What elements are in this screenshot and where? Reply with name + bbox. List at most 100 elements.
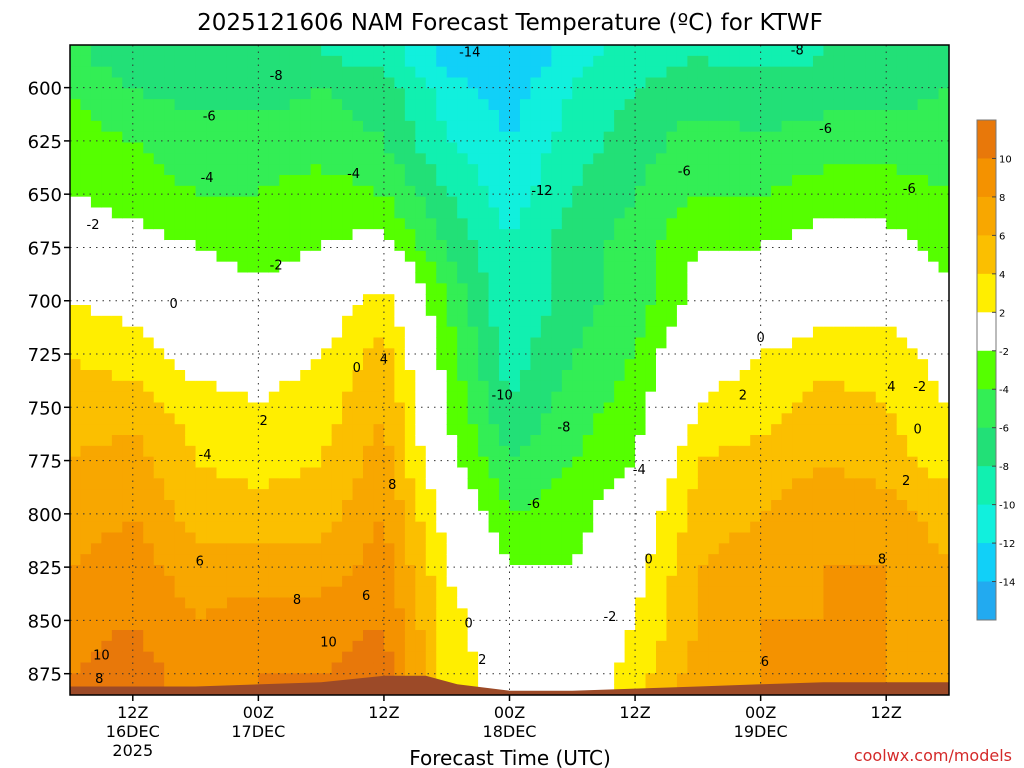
temperature-cell bbox=[823, 77, 835, 89]
temperature-cell bbox=[446, 218, 458, 230]
temperature-cell bbox=[739, 153, 751, 165]
temperature-cell bbox=[80, 489, 92, 501]
temperature-cell bbox=[854, 283, 866, 295]
temperature-cell bbox=[478, 153, 490, 165]
temperature-cell bbox=[593, 554, 605, 566]
temperature-cell bbox=[718, 554, 730, 566]
temperature-cell bbox=[697, 597, 709, 609]
temperature-cell bbox=[363, 467, 375, 479]
temperature-cell bbox=[886, 294, 898, 306]
temperature-cell bbox=[844, 586, 856, 599]
temperature-cell bbox=[530, 77, 542, 89]
temperature-cell bbox=[917, 45, 929, 57]
temperature-cell bbox=[561, 185, 573, 198]
temperature-cell bbox=[561, 305, 573, 317]
temperature-cell bbox=[750, 435, 762, 447]
temperature-cell bbox=[519, 131, 532, 144]
temperature-cell bbox=[226, 77, 239, 89]
temperature-cell bbox=[342, 456, 354, 469]
temperature-cell bbox=[289, 250, 301, 263]
temperature-cell bbox=[310, 630, 322, 642]
temperature-cell bbox=[446, 619, 458, 631]
temperature-cell bbox=[436, 619, 448, 631]
temperature-cell bbox=[153, 445, 165, 458]
temperature-cell bbox=[143, 651, 155, 664]
temperature-cell bbox=[812, 110, 825, 122]
temperature-cell bbox=[530, 229, 542, 241]
temperature-cell bbox=[530, 305, 542, 317]
temperature-cell bbox=[164, 120, 176, 133]
temperature-cell bbox=[279, 640, 291, 653]
temperature-cell bbox=[425, 175, 437, 187]
temperature-cell bbox=[258, 489, 270, 501]
temperature-cell bbox=[153, 99, 165, 111]
temperature-cell bbox=[875, 88, 887, 100]
temperature-cell bbox=[143, 500, 155, 512]
temperature-cell bbox=[342, 673, 354, 685]
temperature-cell bbox=[122, 55, 134, 68]
temperature-cell bbox=[603, 326, 615, 339]
temperature-cell bbox=[279, 261, 291, 274]
temperature-cell bbox=[676, 640, 688, 653]
temperature-cell bbox=[268, 164, 280, 176]
temperature-cell bbox=[917, 77, 929, 89]
temperature-cell bbox=[833, 489, 845, 501]
temperature-cell bbox=[446, 662, 458, 674]
temperature-cell bbox=[174, 575, 186, 588]
temperature-cell bbox=[226, 608, 239, 620]
temperature-cell bbox=[80, 142, 92, 154]
temperature-cell bbox=[394, 532, 406, 544]
temperature-cell bbox=[530, 185, 542, 198]
temperature-cell bbox=[823, 662, 835, 674]
temperature-cell bbox=[394, 88, 406, 100]
temperature-cell bbox=[603, 608, 615, 620]
temperature-cell bbox=[666, 294, 678, 306]
temperature-cell bbox=[896, 229, 908, 241]
temperature-cell bbox=[174, 435, 186, 447]
temperature-cell bbox=[132, 521, 144, 534]
temperature-cell bbox=[792, 673, 804, 685]
temperature-cell bbox=[603, 489, 615, 501]
temperature-cell bbox=[300, 435, 312, 447]
temperature-cell bbox=[363, 45, 375, 57]
temperature-cell bbox=[132, 630, 144, 642]
temperature-cell bbox=[603, 662, 615, 674]
temperature-cell bbox=[237, 326, 249, 339]
temperature-cell bbox=[321, 207, 333, 219]
temperature-cell bbox=[614, 45, 626, 57]
temperature-cell bbox=[436, 305, 448, 317]
temperature-cell bbox=[143, 88, 155, 100]
temperature-cell bbox=[268, 640, 280, 653]
temperature-cell bbox=[310, 424, 322, 436]
temperature-cell bbox=[624, 196, 636, 209]
temperature-cell bbox=[300, 640, 312, 653]
temperature-cell bbox=[258, 424, 270, 436]
temperature-cell bbox=[153, 359, 165, 371]
temperature-cell bbox=[394, 250, 406, 263]
temperature-cell bbox=[289, 478, 301, 490]
temperature-cell bbox=[122, 640, 134, 653]
temperature-cell bbox=[624, 391, 636, 404]
temperature-cell bbox=[101, 597, 113, 609]
temperature-cell bbox=[404, 66, 416, 79]
temperature-cell bbox=[823, 413, 835, 425]
temperature-cell bbox=[111, 196, 123, 209]
temperature-cell bbox=[404, 305, 416, 317]
temperature-cell bbox=[394, 554, 406, 566]
temperature-cell bbox=[80, 131, 92, 144]
temperature-cell bbox=[143, 575, 155, 588]
temperature-cell bbox=[488, 229, 500, 241]
temperature-cell bbox=[854, 424, 866, 436]
temperature-cell bbox=[739, 597, 751, 609]
temperature-cell bbox=[425, 402, 437, 414]
temperature-cell bbox=[216, 532, 228, 544]
temperature-cell bbox=[708, 272, 720, 284]
temperature-cell bbox=[812, 77, 825, 89]
temperature-cell bbox=[896, 77, 908, 89]
temperature-cell bbox=[928, 283, 940, 295]
temperature-cell bbox=[342, 640, 354, 653]
temperature-cell bbox=[331, 510, 343, 523]
temperature-cell bbox=[352, 120, 364, 133]
temperature-cell bbox=[457, 294, 469, 306]
temperature-cell bbox=[478, 120, 490, 133]
